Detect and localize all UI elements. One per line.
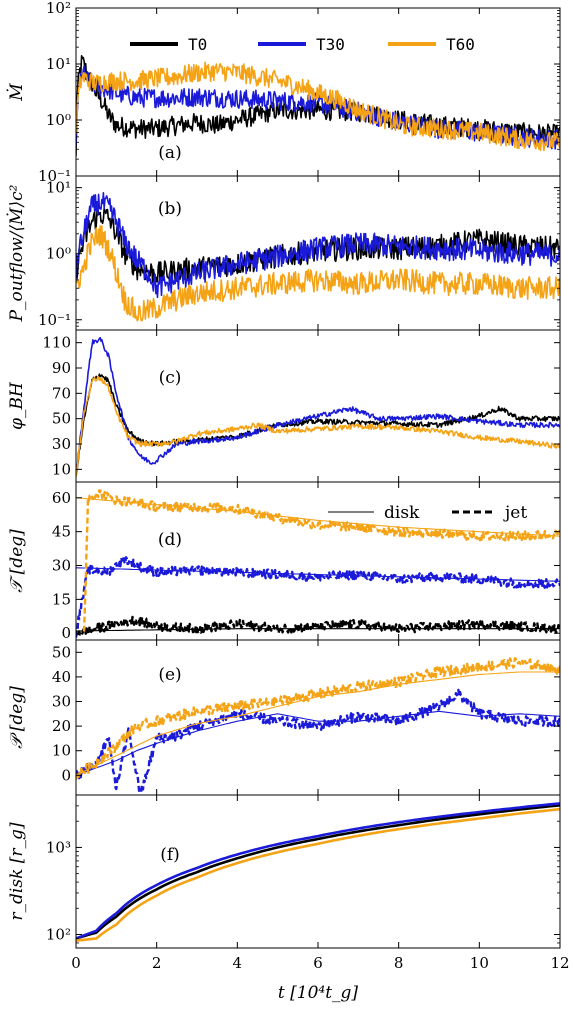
panel-letter: (b) [158, 199, 182, 219]
x-tick-label: 12 [550, 954, 569, 972]
legend-label-t30: T30 [316, 35, 345, 54]
y-tick-label: 30 [52, 557, 71, 575]
y-tick-label: 50 [52, 410, 71, 428]
panel-letter: (d) [158, 530, 182, 550]
y-tick-label: 90 [52, 359, 71, 377]
series-group [76, 657, 560, 795]
series-group [76, 802, 560, 942]
y-tick-label: 10³ [46, 838, 71, 856]
series-t30 [76, 192, 560, 299]
y-tick-label: 110 [42, 334, 71, 352]
x-tick-label: 10 [470, 954, 489, 972]
x-tick-label: 2 [152, 954, 162, 972]
series-t60 [76, 225, 560, 322]
series-t60-jet [76, 657, 560, 780]
y-axis-label: φ_BH [7, 381, 27, 430]
y-axis-label: 𝒯 [deg] [7, 529, 27, 593]
series-t60 [76, 375, 560, 477]
legend-jet-label: jet [503, 503, 527, 523]
y-tick-label: 10 [52, 460, 71, 478]
series-t60 [76, 61, 560, 152]
y-tick-label: 60 [52, 489, 71, 507]
y-tick-label: 10¹ [46, 179, 71, 197]
panel-letter: (e) [158, 665, 181, 685]
y-axis-label: 𝒫 [deg] [7, 686, 27, 749]
y-tick-label: 50 [52, 643, 71, 661]
x-tick-label: 6 [313, 954, 323, 972]
panel-letter: (a) [158, 143, 181, 163]
panel-b: 10⁻¹ 10⁰ 10¹ (b) P_outflow/⟨Ṁ⟩c² [6, 175, 561, 331]
y-tick-label: 10² [46, 926, 71, 944]
y-tick-label: 40 [52, 668, 71, 686]
x-axis-label: t [10⁴t_g] [278, 983, 359, 1003]
y-tick-label: 10⁻¹ [38, 167, 71, 185]
series-t60 [76, 807, 560, 942]
panel-letter: (c) [159, 368, 182, 388]
y-tick-label: 10⁻¹ [38, 311, 71, 329]
panel-c: 10 30 50 70 90 110 (c) φ_BH [7, 329, 561, 483]
series-t0 [76, 804, 560, 940]
x-tick-label: 0 [71, 954, 81, 972]
x-tick-label: 4 [233, 954, 243, 972]
series-t30 [76, 336, 560, 476]
legend-disk-label: disk [384, 503, 420, 523]
y-tick-label: 30 [52, 693, 71, 711]
y-tick-label: 15 [52, 590, 71, 608]
series-group [76, 192, 560, 322]
legend-label-t0: T0 [188, 35, 207, 54]
x-tick-label: 8 [394, 954, 404, 972]
y-tick-label: 10⁰ [46, 111, 71, 129]
y-tick-label: 10 [52, 742, 71, 760]
y-axis-label: P_outflow/⟨Ṁ⟩c² [6, 184, 27, 322]
y-tick-label: 20 [52, 717, 71, 735]
panel-d: 0 15 30 45 60 (d) 𝒯 [deg] disk jet [7, 481, 561, 642]
series-t60-jet [82, 489, 560, 632]
legend-label-t60: T60 [446, 35, 475, 54]
y-tick-label: 70 [52, 384, 71, 402]
panel-f: 10² 10³ (f) r_disk [r_g] [7, 794, 561, 949]
y-tick-label: 10⁰ [46, 245, 71, 263]
series-t60-disk [76, 497, 560, 537]
y-tick-label: 10¹ [46, 55, 71, 73]
series-t30-disk [76, 710, 560, 776]
panel-a: 10⁻¹ 10⁰ 10¹ 10² (a) Ṁ [6, 0, 561, 185]
panel-e: 0 10 20 30 40 50 (e) 𝒫 [deg] [7, 639, 561, 796]
series-t0-jet [76, 615, 560, 638]
y-axis-label: Ṁ [6, 83, 27, 102]
y-tick-label: 45 [52, 523, 71, 541]
series-group [76, 54, 560, 157]
series-group [76, 336, 560, 477]
y-tick-label: 30 [52, 435, 71, 453]
panel-letter: (f) [160, 845, 180, 865]
y-tick-label: 0 [61, 766, 71, 784]
series-t0 [76, 373, 560, 476]
series-t30 [76, 802, 560, 940]
y-axis-label: r_disk [r_g] [7, 822, 27, 921]
y-tick-label: 0 [61, 624, 71, 642]
y-tick-label: 10² [46, 0, 71, 17]
series-t30-jet [76, 554, 560, 638]
series-group [76, 489, 560, 638]
